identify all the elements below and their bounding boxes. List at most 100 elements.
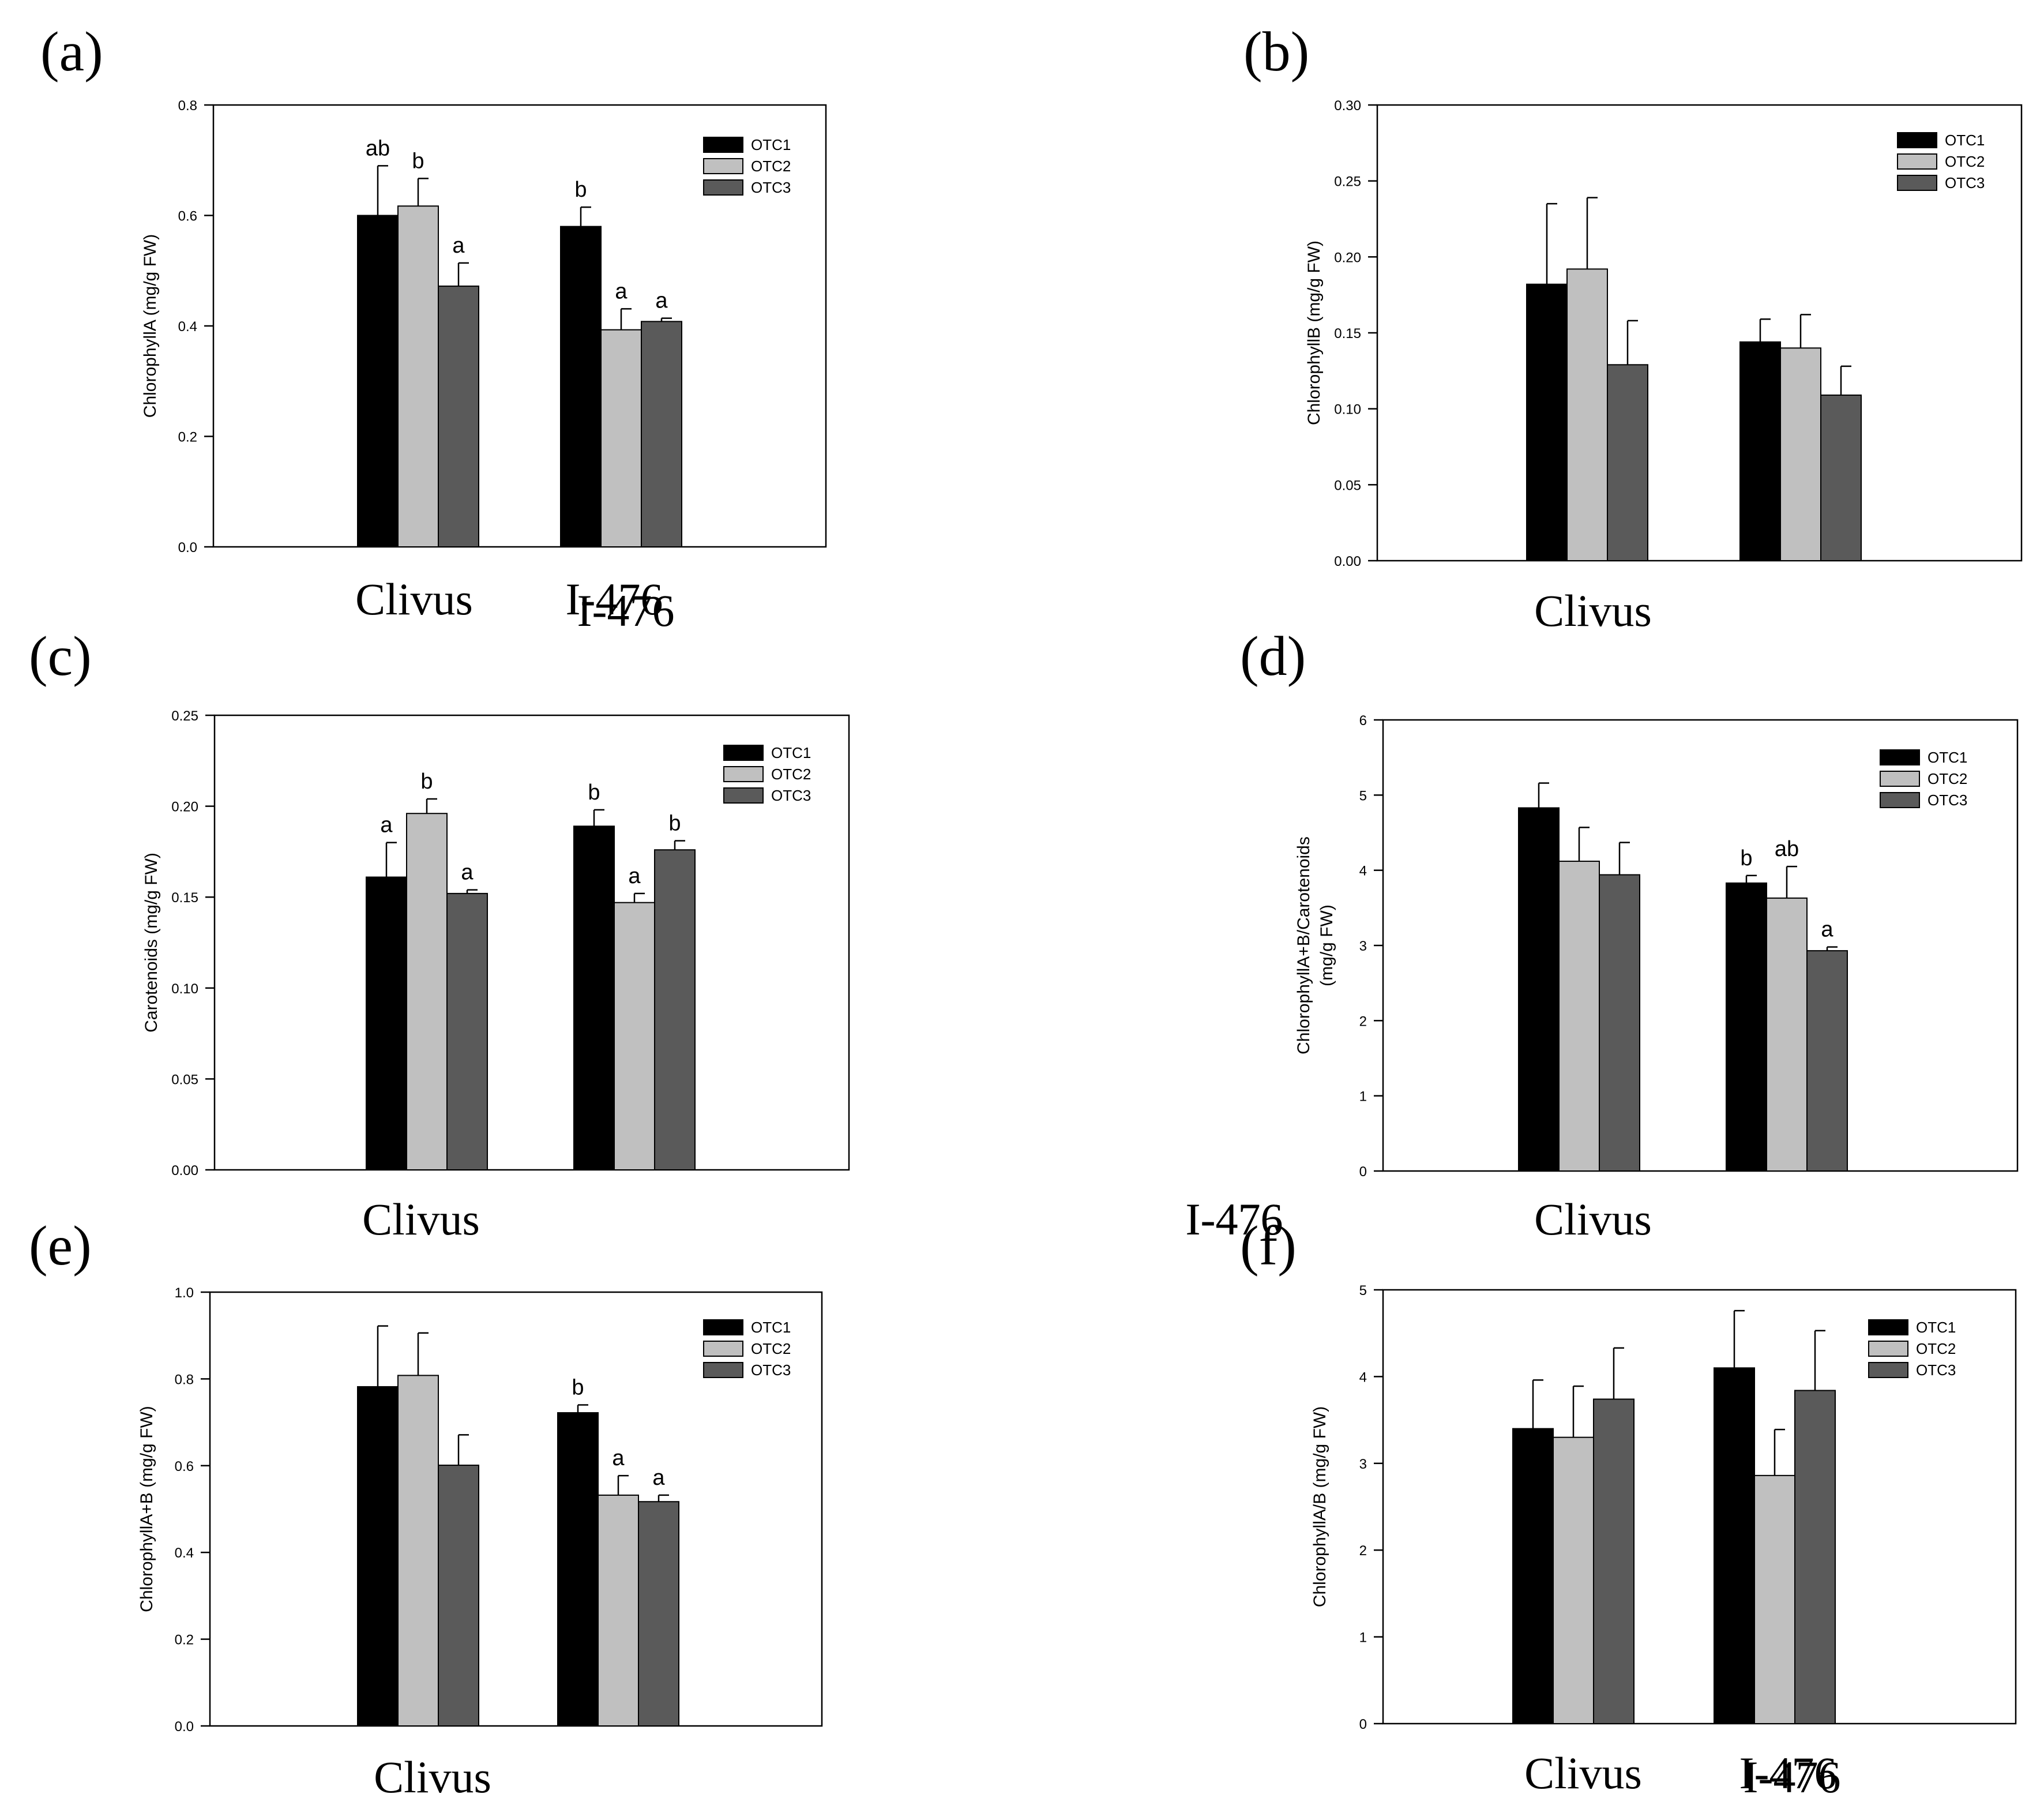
legend-label: OTC3 [1927, 791, 1967, 809]
y-tick-label: 1 [1359, 1089, 1367, 1105]
y-tick-label: 6 [1359, 713, 1367, 729]
y-tick-label: 0.6 [175, 1459, 194, 1474]
panel-letter: (a) [40, 21, 103, 83]
bar-otc3-clivus [1593, 1398, 1635, 1724]
y-axis-label: ChlorophyllA+B (mg/g FW) [137, 1406, 156, 1612]
chart-panel-6: (f) 0 1 2 3 4 5 ChlorophyllA/B (mg/g FW) Clivus I… [1240, 1215, 2017, 1798]
bar-otc3-i-476 [1820, 394, 1862, 561]
bar-otc2-i-476 [614, 902, 655, 1170]
y-tick-label: 0.0 [178, 540, 197, 556]
legend-swatch-otc1 [703, 1319, 743, 1335]
legend-swatch-otc3 [703, 179, 743, 196]
category-label: I-476 [577, 586, 675, 636]
significance-letter: b [574, 178, 587, 202]
bar-otc3-i-476 [1806, 950, 1848, 1172]
chart-panel-5: (e) 0.0 0.2 0.4 0.6 0.8 1.0 ChlorophyllA+B (mg/… [29, 1215, 1840, 1802]
y-tick-label: 0.2 [175, 1632, 194, 1648]
bar-otc1-i-476 [1726, 882, 1767, 1172]
legend-swatch-otc2 [1880, 771, 1920, 787]
y-tick-label: 1 [1359, 1630, 1367, 1646]
y-tick-label: 3 [1359, 1457, 1367, 1472]
significance-letter: a [655, 289, 668, 313]
legend-swatch-otc2 [723, 766, 764, 782]
category-label: Clivus [374, 1752, 491, 1802]
y-tick-label: 0.6 [178, 209, 197, 224]
bar-otc3-clivus [446, 892, 488, 1170]
bar-otc2-clivus [1558, 861, 1600, 1172]
legend-swatch-otc3 [723, 787, 764, 804]
legend-label: OTC1 [751, 1319, 791, 1336]
category-label: Clivus [1524, 1748, 1642, 1798]
bar-otc3-i-476 [654, 849, 696, 1171]
bar-otc3-clivus [438, 286, 479, 547]
y-tick-label: 5 [1359, 788, 1367, 804]
plot-frame [1382, 1289, 2017, 1725]
y-tick-label: 0.00 [171, 1163, 198, 1179]
legend-label: OTC2 [1945, 153, 1985, 170]
y-tick-label: 0.00 [1334, 554, 1361, 569]
y-tick-label: 2 [1359, 1543, 1367, 1559]
y-tick-label: 0.05 [171, 1072, 198, 1087]
significance-letter: b [668, 811, 681, 835]
bar-otc3-clivus [1607, 364, 1648, 561]
legend-label: OTC1 [771, 744, 811, 761]
legend-swatch-otc1 [1880, 749, 1920, 765]
bar-otc3-clivus [438, 1465, 479, 1727]
y-tick-label: 5 [1359, 1283, 1367, 1298]
y-tick-label: 2 [1359, 1014, 1367, 1029]
category-label: I-476 [1186, 1194, 1283, 1244]
legend-label: OTC1 [1916, 1319, 1956, 1336]
y-tick-label: 0.20 [1334, 250, 1361, 265]
bar-otc1-i-476 [560, 226, 602, 547]
y-tick-label: 0.8 [175, 1372, 194, 1387]
significance-letter: b [1740, 846, 1752, 870]
category-label: I-476 [1739, 1748, 1837, 1798]
significance-letter: ab [1775, 837, 1799, 861]
y-tick-label: 0.8 [178, 98, 197, 114]
y-axis-label: ChlorophyllA (mg/g FW) [141, 234, 160, 418]
y-tick-label: 0.25 [1334, 174, 1361, 190]
significance-letter: a [615, 279, 628, 303]
y-tick-label: 0.30 [1334, 98, 1361, 114]
y-tick-label: 0.0 [175, 1719, 194, 1735]
significance-letter: b [420, 770, 433, 794]
y-tick-label: 0.10 [171, 981, 198, 997]
y-axis-label: Carotenoids (mg/g FW) [142, 853, 161, 1033]
legend-swatch-otc3 [703, 1362, 743, 1378]
significance-letter: a [452, 234, 465, 258]
bar-otc1-clivus [357, 215, 399, 547]
legend-label: OTC3 [771, 787, 811, 804]
bar-otc1-clivus [1518, 807, 1560, 1172]
y-tick-label: 0.4 [175, 1545, 194, 1561]
y-tick-label: 0.2 [178, 430, 197, 445]
legend-label: OTC2 [1916, 1340, 1956, 1357]
plot-frame [209, 1291, 823, 1727]
legend-label: OTC1 [751, 136, 791, 153]
significance-letter: b [412, 149, 424, 173]
y-tick-label: 1.0 [175, 1285, 194, 1301]
category-label: I-476 [566, 574, 663, 624]
legend-label: OTC2 [751, 1340, 791, 1357]
legend-label: OTC2 [751, 157, 791, 175]
legend-label: OTC3 [1945, 174, 1985, 192]
bar-otc2-clivus [397, 205, 439, 548]
bar-otc2-i-476 [1754, 1474, 1795, 1724]
bar-otc2-clivus [406, 813, 448, 1170]
legend-swatch-otc1 [703, 137, 743, 153]
category-label: I-476 [1186, 1194, 1283, 1244]
legend-swatch-otc2 [1868, 1341, 1908, 1357]
legend-label: OTC2 [771, 765, 811, 783]
y-tick-label: 0.25 [171, 708, 198, 724]
y-tick-label: 0 [1359, 1717, 1367, 1732]
legend-swatch-otc1 [723, 745, 764, 761]
significance-letter: b [572, 1376, 584, 1400]
y-tick-label: 0.4 [178, 319, 197, 335]
bar-otc3-clivus [1599, 874, 1640, 1172]
legend-swatch-otc2 [1897, 153, 1937, 170]
bar-otc2-clivus [1553, 1436, 1594, 1724]
y-tick-label: 0 [1359, 1164, 1367, 1180]
panel-letter: (b) [1243, 21, 1309, 83]
significance-letter: a [628, 864, 641, 888]
y-tick-label: 0.05 [1334, 478, 1361, 493]
